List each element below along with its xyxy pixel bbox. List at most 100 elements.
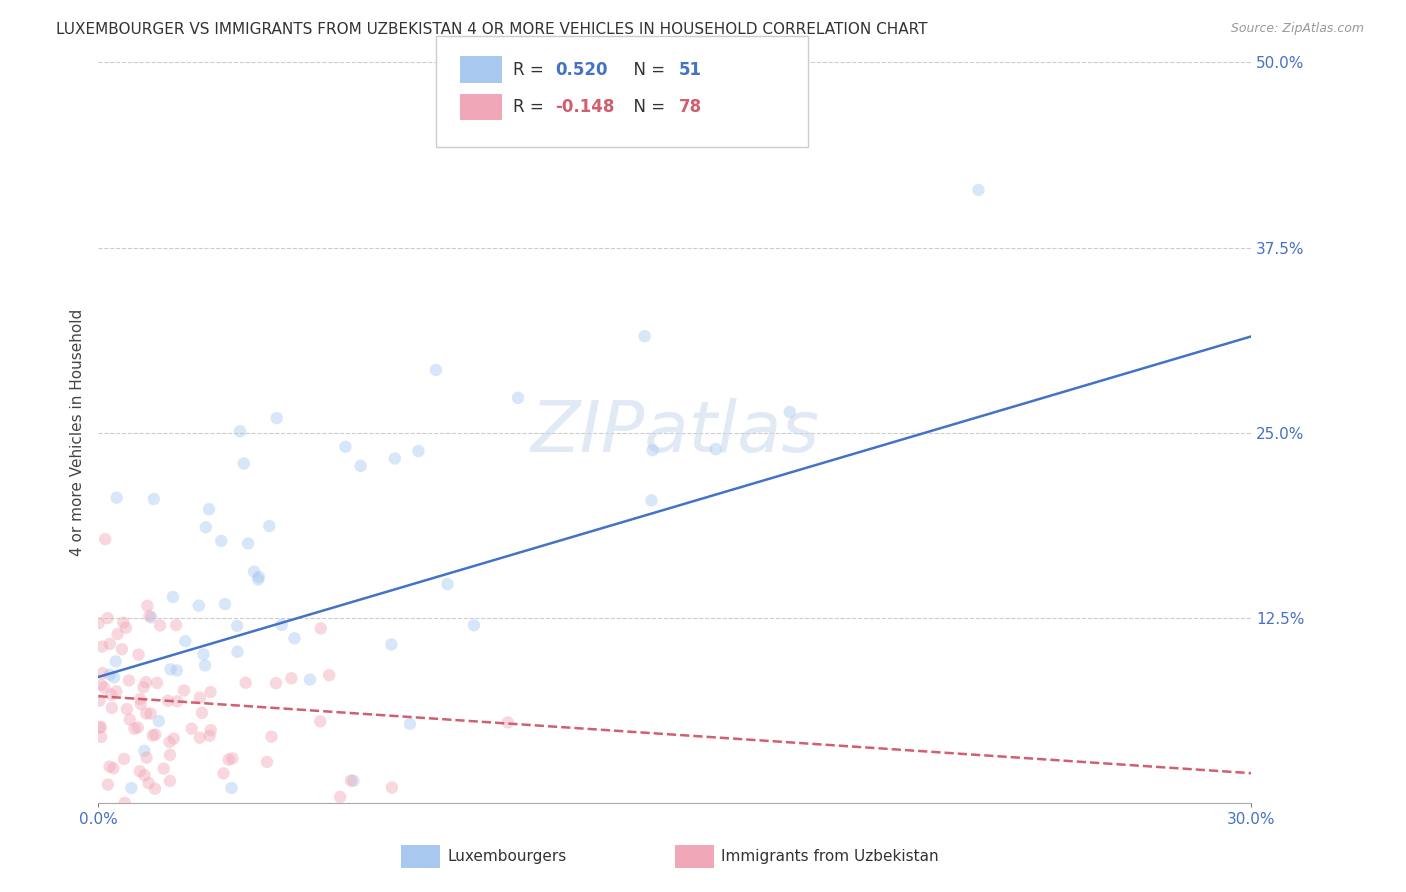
Point	[138, 608, 160, 623]
Point	[104, 654, 127, 668]
Point	[247, 573, 270, 587]
Point	[129, 697, 152, 711]
Y-axis label: 4 or more Vehicles in Household: 4 or more Vehicles in Household	[69, 309, 84, 557]
Point	[103, 761, 125, 775]
Point	[128, 764, 150, 779]
Point	[187, 599, 209, 613]
Point	[132, 681, 155, 695]
Point	[89, 693, 111, 707]
Point	[87, 616, 110, 631]
Point	[166, 664, 188, 678]
Point	[152, 762, 174, 776]
Point	[381, 780, 404, 795]
Point	[340, 773, 363, 788]
Point	[260, 730, 283, 744]
Point	[120, 780, 142, 795]
Point	[496, 715, 519, 730]
Point	[105, 491, 128, 505]
Point	[214, 597, 236, 611]
Point	[779, 405, 801, 419]
Point	[93, 681, 115, 695]
Point	[641, 443, 664, 458]
Point	[198, 502, 221, 516]
Point	[194, 520, 217, 534]
Point	[134, 768, 156, 782]
Point	[112, 752, 135, 766]
Point	[115, 702, 138, 716]
Point	[384, 451, 406, 466]
Point	[232, 457, 254, 471]
Point	[159, 747, 181, 762]
Point	[967, 183, 990, 197]
Point	[128, 648, 150, 662]
Point	[243, 565, 266, 579]
Text: -0.148: -0.148	[555, 98, 614, 116]
Point	[107, 627, 129, 641]
Point	[188, 690, 211, 705]
Point	[91, 640, 114, 654]
Point	[349, 458, 371, 473]
Point	[218, 753, 240, 767]
Point	[142, 491, 165, 506]
Point	[188, 731, 211, 745]
Point	[174, 634, 197, 648]
Point	[425, 363, 447, 377]
Point	[704, 442, 727, 456]
Point	[221, 751, 243, 765]
Point	[399, 717, 422, 731]
Point	[221, 780, 243, 795]
Point	[101, 701, 124, 715]
Point	[149, 618, 172, 632]
Point	[136, 599, 159, 613]
Point	[342, 773, 364, 788]
Point	[139, 706, 162, 721]
Point	[200, 723, 222, 738]
Text: N =: N =	[623, 98, 671, 116]
Point	[134, 744, 156, 758]
Point	[264, 676, 287, 690]
Point	[298, 673, 321, 687]
Point	[89, 721, 111, 735]
Point	[163, 731, 186, 746]
Point	[118, 673, 141, 688]
Point	[165, 618, 187, 632]
Text: Immigrants from Uzbekistan: Immigrants from Uzbekistan	[721, 849, 939, 863]
Point	[98, 667, 121, 681]
Point	[90, 720, 112, 734]
Point	[135, 706, 157, 721]
Point	[640, 493, 662, 508]
Point	[159, 774, 181, 789]
Point	[159, 735, 181, 749]
Text: LUXEMBOURGER VS IMMIGRANTS FROM UZBEKISTAN 4 OR MORE VEHICLES IN HOUSEHOLD CORRE: LUXEMBOURGER VS IMMIGRANTS FROM UZBEKIST…	[56, 22, 928, 37]
Point	[463, 618, 485, 632]
Text: R =: R =	[513, 61, 550, 78]
Text: N =: N =	[623, 61, 671, 78]
Point	[280, 671, 302, 685]
Point	[380, 637, 402, 651]
Point	[229, 425, 252, 439]
Point	[318, 668, 340, 682]
Point	[90, 730, 112, 744]
Text: Luxembourgers: Luxembourgers	[447, 849, 567, 863]
Text: 0.520: 0.520	[555, 61, 607, 78]
Point	[98, 759, 121, 773]
Point	[97, 611, 120, 625]
Text: 51: 51	[679, 61, 702, 78]
Point	[124, 722, 146, 736]
Point	[115, 621, 138, 635]
Point	[91, 666, 114, 681]
Point	[98, 637, 121, 651]
Point	[506, 391, 529, 405]
Text: 78: 78	[679, 98, 702, 116]
Point	[309, 622, 332, 636]
Point	[105, 684, 128, 698]
Point	[135, 675, 157, 690]
Point	[191, 706, 214, 720]
Point	[129, 692, 152, 706]
Point	[283, 632, 305, 646]
Point	[270, 618, 292, 632]
Point	[256, 755, 278, 769]
Point	[634, 329, 657, 343]
Point	[127, 721, 149, 735]
Point	[114, 796, 136, 810]
